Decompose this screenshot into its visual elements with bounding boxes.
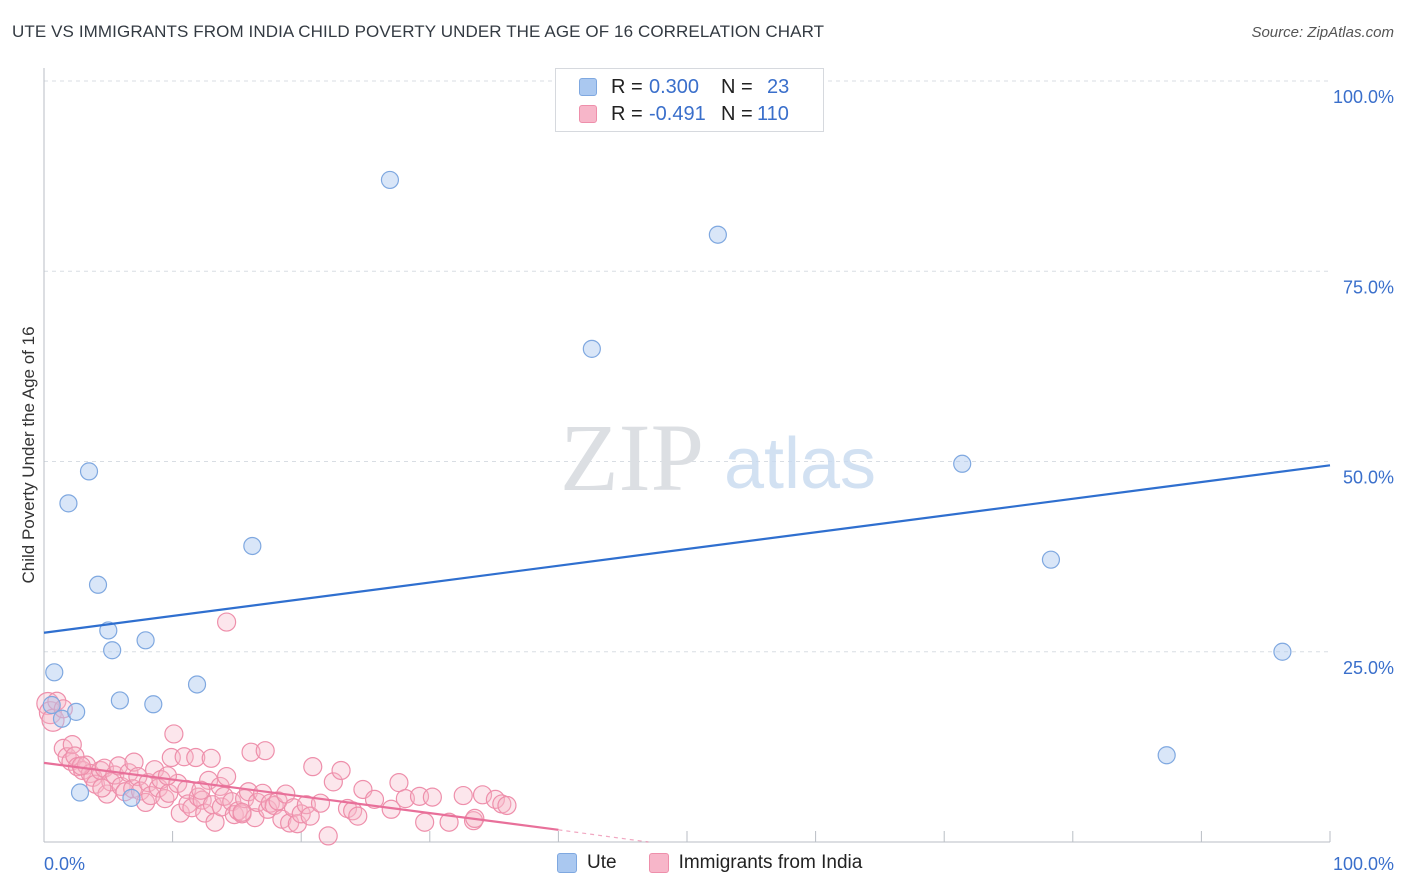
legend-row-india: R = -0.491 N = 110 [556, 101, 789, 127]
ute-point [243, 536, 262, 556]
india-point [415, 812, 435, 832]
india-trend-line [43, 761, 559, 831]
ute-point [45, 663, 64, 682]
india-swatch [579, 105, 597, 123]
ute-point [67, 702, 86, 721]
ute-trend-line [43, 464, 1331, 634]
india-point [182, 798, 202, 818]
r-label: R = [611, 75, 643, 98]
india-point [124, 752, 144, 772]
x-tick-label: 0.0% [44, 854, 85, 874]
watermark-zip: ZIP [560, 404, 704, 511]
india-point [164, 724, 184, 744]
india-point [439, 812, 459, 832]
india-trend-extension [558, 829, 649, 843]
ute-point [70, 783, 90, 802]
ute-point [110, 691, 129, 710]
ute-swatch [579, 78, 597, 96]
y-axis-label: Child Poverty Under the Age of 16 [19, 326, 38, 583]
india-point [323, 772, 343, 792]
india-point [217, 612, 237, 632]
y-tick-label: 100.0% [1333, 87, 1394, 107]
axis-labels: 25.0% 50.0% 75.0% 100.0% 0.0% 100.0% Child Pov… [19, 87, 1394, 874]
india-point [389, 773, 409, 793]
x-tick-label: 100.0% [1333, 854, 1394, 874]
r-label: R = [611, 102, 643, 125]
trend-lines [43, 464, 1331, 843]
legend-item-ute[interactable]: Ute [557, 852, 617, 874]
y-tick-label: 75.0% [1343, 277, 1394, 297]
india-point [310, 793, 331, 813]
india-point [303, 757, 323, 777]
ute-point [1041, 550, 1061, 569]
india-point [224, 805, 244, 825]
india-point [422, 787, 442, 807]
legend-series: Ute Immigrants from India [557, 852, 894, 874]
series-india-points [36, 612, 517, 846]
ute-point [79, 462, 99, 481]
legend-row-ute: R = 0.300 N = 23 [556, 74, 789, 100]
india-point [155, 789, 175, 809]
r-value: -0.491 [649, 102, 706, 125]
india-point [201, 748, 221, 768]
series-ute-points [42, 170, 1292, 807]
india-point [364, 789, 385, 809]
r-value: 0.300 [649, 75, 700, 98]
india-point [108, 756, 129, 776]
n-label: N = [721, 75, 753, 98]
chart-title: UTE VS IMMIGRANTS FROM INDIA CHILD POVER… [12, 22, 825, 41]
n-value: 23 [767, 75, 790, 98]
ute-point [1273, 642, 1292, 661]
india-point [331, 760, 351, 781]
india-point [217, 766, 237, 787]
ute-point [122, 788, 141, 807]
n-label: N = [721, 102, 753, 125]
india-point [255, 741, 275, 761]
y-tick-label: 25.0% [1343, 658, 1394, 678]
india-point [62, 734, 82, 755]
ute-point [1157, 746, 1176, 765]
india-point [472, 785, 493, 805]
ute-point [59, 494, 78, 513]
ute-point [187, 675, 207, 694]
source-label: Source: ZipAtlas.com [1251, 24, 1394, 41]
watermark: ZIP atlas [560, 404, 876, 511]
ute-point [42, 695, 61, 715]
legend-stats: R = 0.300 N = 23 R = -0.491 N = 110 [555, 68, 824, 132]
ute-point [99, 621, 118, 640]
ute-point [88, 575, 108, 594]
legend-item-india[interactable]: Immigrants from India [648, 852, 863, 874]
grid-lines [44, 80, 1330, 653]
watermark-atlas: atlas [724, 424, 876, 504]
india-point [157, 766, 178, 786]
india-point [300, 806, 320, 826]
india-point [232, 802, 252, 822]
india-point [343, 801, 363, 821]
ute-swatch [557, 853, 577, 873]
india-point [348, 806, 368, 826]
india-point [497, 795, 517, 816]
ute-point [144, 695, 163, 714]
ute-point [708, 225, 727, 244]
y-tick-label: 50.0% [1343, 468, 1394, 488]
ute-point [582, 339, 601, 358]
ute-point [136, 631, 155, 650]
india-point [191, 780, 211, 800]
legend-label-ute: Ute [587, 852, 617, 873]
legend-label-india: Immigrants from India [678, 852, 863, 873]
ute-point [380, 170, 400, 190]
india-point [395, 789, 415, 809]
india-swatch [648, 853, 669, 873]
ute-point [103, 641, 122, 660]
india-point [186, 747, 206, 768]
india-point [318, 826, 338, 846]
n-value: 110 [757, 102, 789, 125]
india-point [453, 785, 473, 806]
india-point [241, 742, 261, 762]
india-point [92, 778, 112, 798]
ute-point [953, 454, 972, 473]
india-point [296, 795, 316, 815]
india-point [178, 794, 198, 814]
